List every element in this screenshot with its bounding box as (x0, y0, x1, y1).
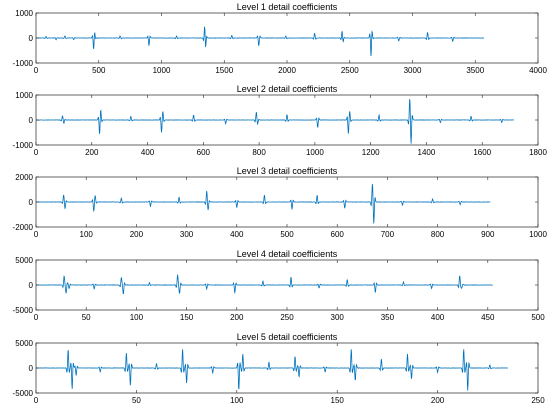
x-tick-label: 500 (92, 66, 106, 75)
subplot-level-3: Level 3 detail coefficients 0 100 200 300 400… (13, 166, 548, 239)
x-tick-label: 0 (34, 396, 39, 405)
signal-line (35, 349, 509, 391)
signal-line (35, 99, 515, 144)
subplot-level-2: Level 2 detail coefficients 0 200 400 600 800… (13, 84, 548, 157)
x-tick-label: 1000 (306, 148, 324, 157)
subplot-level-1: Level 1 detail coefficients 0 500 1000 1500 2… (13, 2, 548, 75)
x-tick-label: 1800 (529, 148, 547, 157)
x-tick-label: 600 (331, 230, 345, 239)
x-tick-label: 500 (531, 313, 545, 322)
x-tick-label: 100 (80, 230, 94, 239)
y-tick-label: -2000 (13, 223, 34, 232)
x-tick-label: 2000 (278, 66, 296, 75)
x-tick-label: 1400 (418, 148, 436, 157)
y-tick-label: 0 (29, 34, 34, 43)
subplot-title: Level 4 detail coefficients (237, 249, 338, 259)
x-tick-label: 3000 (404, 66, 422, 75)
y-tick-label: 1000 (15, 91, 33, 100)
x-tick-label: 1000 (529, 230, 547, 239)
y-tick-label: 1000 (15, 9, 33, 18)
signal-line (35, 274, 493, 295)
x-tick-label: 200 (230, 313, 244, 322)
x-tick-label: 1600 (473, 148, 491, 157)
x-tick-label: 4000 (529, 66, 547, 75)
x-tick-label: 800 (252, 148, 266, 157)
y-tick-label: 5000 (15, 256, 33, 265)
y-tick-label: 0 (29, 364, 34, 373)
x-tick-label: 250 (531, 396, 545, 405)
x-tick-label: 300 (180, 230, 194, 239)
x-tick-label: 200 (431, 396, 445, 405)
x-tick-label: 0 (34, 148, 39, 157)
x-tick-label: 450 (481, 313, 495, 322)
x-tick-label: 0 (34, 66, 39, 75)
x-tick-label: 50 (82, 313, 91, 322)
x-tick-label: 1200 (362, 148, 380, 157)
x-tick-label: 400 (431, 313, 445, 322)
x-tick-label: 400 (141, 148, 155, 157)
subplot-level-4: Level 4 detail coefficients 0 50 100 150 200 2… (13, 249, 546, 322)
x-tick-label: 250 (280, 313, 294, 322)
x-tick-label: 50 (132, 396, 141, 405)
x-tick-label: 3500 (466, 66, 484, 75)
x-tick-label: 100 (130, 313, 144, 322)
x-tick-label: 700 (381, 230, 395, 239)
x-tick-label: 900 (481, 230, 495, 239)
y-tick-label: 2000 (15, 173, 33, 182)
signal-line (35, 183, 491, 224)
subplot-title: Level 2 detail coefficients (237, 84, 338, 94)
y-tick-label: -5000 (13, 389, 34, 398)
x-tick-label: 200 (85, 148, 99, 157)
y-tick-label: -5000 (13, 306, 34, 315)
x-tick-label: 0 (34, 230, 39, 239)
subplot-level-5: Level 5 detail coefficients 0 50 100 150 200 2… (13, 332, 546, 405)
x-tick-label: 200 (130, 230, 144, 239)
x-tick-label: 150 (180, 313, 194, 322)
y-tick-label: -1000 (13, 59, 34, 68)
x-tick-label: 500 (280, 230, 294, 239)
x-tick-label: 1000 (153, 66, 171, 75)
x-tick-label: 400 (230, 230, 244, 239)
y-tick-label: 0 (29, 198, 34, 207)
y-tick-label: -1000 (13, 141, 34, 150)
y-tick-label: 0 (29, 116, 34, 125)
subplot-title: Level 1 detail coefficients (237, 2, 338, 12)
x-tick-label: 1500 (215, 66, 233, 75)
x-tick-label: 800 (431, 230, 445, 239)
x-tick-label: 2500 (341, 66, 359, 75)
y-tick-label: 0 (29, 281, 34, 290)
x-tick-label: 150 (331, 396, 345, 405)
subplot-title: Level 5 detail coefficients (237, 332, 338, 342)
subplot-title: Level 3 detail coefficients (237, 166, 338, 176)
x-tick-label: 300 (331, 313, 345, 322)
signal-line (35, 26, 485, 57)
y-tick-label: 5000 (15, 339, 33, 348)
x-tick-label: 600 (197, 148, 211, 157)
x-tick-label: 350 (381, 313, 395, 322)
x-tick-label: 100 (230, 396, 244, 405)
x-tick-label: 0 (34, 313, 39, 322)
